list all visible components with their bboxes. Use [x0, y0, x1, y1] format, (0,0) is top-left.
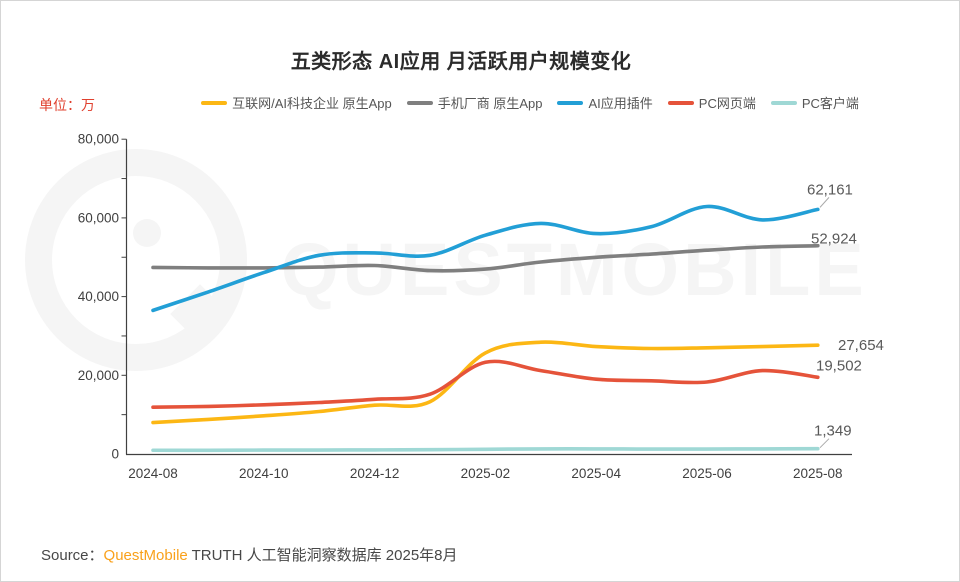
end-value-label-3: 19,502: [816, 357, 862, 374]
source-suffix: TRUTH 人工智能洞察数据库 2025年8月: [187, 547, 458, 564]
y-axis-tick-label: 60,000: [78, 210, 119, 225]
legend-label: PC客户端: [801, 96, 859, 111]
source-prefix: Source：: [41, 547, 104, 564]
legend-swatch-icon: [667, 100, 694, 105]
unit-label: 单位：万: [39, 97, 95, 113]
y-axis-tick-label: 0: [111, 447, 119, 462]
label-connector-blue: [819, 197, 830, 208]
y-axis-tick-label: 40,000: [78, 289, 119, 304]
x-axis-tick-label: 2025-04: [571, 466, 621, 481]
end-value-label-1: 52,924: [811, 231, 857, 248]
end-value-label-4: 1,349: [814, 423, 852, 440]
series-line-2: [151, 204, 820, 313]
x-axis-tick-label: 2024-08: [128, 466, 178, 481]
label-connector-cyan: [819, 438, 830, 449]
legend-item-0: 互联网/AI科技企业 原生App: [201, 93, 392, 112]
series-line-4: [151, 446, 820, 453]
x-axis-tick-label: 2025-06: [682, 466, 732, 481]
source-brand: QuestMobile: [103, 547, 188, 564]
legend-label: 互联网/AI科技企业 原生App: [232, 96, 392, 111]
legend-item-2: AI应用插件: [557, 93, 653, 112]
legend-swatch-icon: [406, 100, 433, 105]
chart-title: 五类形态 AI应用 月活跃用户规模变化: [290, 51, 632, 73]
x-axis-tick-label: 2024-10: [239, 466, 289, 481]
legend-swatch-icon: [201, 100, 228, 105]
end-value-label-0: 27,654: [838, 337, 884, 354]
watermark-text: QUESTMOBILE: [281, 228, 868, 311]
x-axis-tick-label: 2025-08: [793, 466, 843, 481]
series-line-0: [151, 340, 820, 425]
legend-item-3: PC网页端: [667, 93, 756, 112]
legend-swatch-icon: [557, 100, 584, 105]
legend-swatch-icon: [770, 100, 797, 105]
end-value-label-2: 62,161: [807, 181, 853, 198]
series-line-1: [151, 243, 820, 273]
series-line-3: [151, 359, 820, 409]
legend-label: PC网页端: [698, 96, 756, 111]
y-axis-tick-label: 80,000: [78, 132, 119, 147]
legend-label: AI应用插件: [588, 96, 653, 111]
legend-item-1: 手机厂商 原生App: [406, 93, 543, 112]
watermark-logo-dot: [133, 219, 161, 247]
source-line: Source：QuestMobile TRUTH 人工智能洞察数据库 2025年…: [41, 544, 458, 565]
x-axis-tick-label: 2025-02: [461, 466, 511, 481]
y-axis-tick-label: 20,000: [78, 368, 119, 383]
x-axis-tick-label: 2024-12: [350, 466, 400, 481]
line-chart: 0 20,000 40,000 60,000 80,000 2024-08 2024-10 2…: [78, 132, 884, 481]
legend: 互联网/AI科技企业 原生App 手机厂商 原生App AI应用插件 PC网页端 PC客…: [129, 93, 931, 112]
legend-item-4: PC客户端: [770, 93, 859, 112]
legend-label: 手机厂商 原生App: [437, 96, 543, 111]
